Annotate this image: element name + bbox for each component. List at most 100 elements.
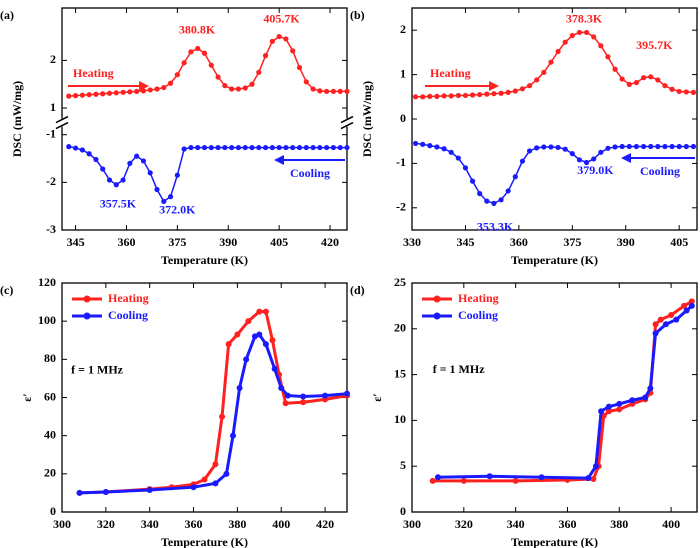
- data-point: [201, 476, 208, 483]
- data-point: [683, 143, 689, 150]
- data-point: [526, 83, 533, 89]
- axis-break-gap: [58, 118, 66, 127]
- data-point: [512, 88, 518, 94]
- x-tick-label: 420: [316, 517, 334, 531]
- data-point: [195, 45, 201, 52]
- data-point: [655, 77, 661, 83]
- panel-label: (a): [0, 8, 14, 22]
- data-point: [434, 93, 440, 99]
- x-tick-label: 300: [53, 517, 71, 531]
- x-tick-label: 320: [455, 517, 473, 531]
- data-point: [441, 93, 447, 99]
- y-tick-label: 60: [44, 389, 56, 403]
- x-tick-label: 420: [321, 235, 339, 249]
- annotation: 372.0K: [159, 203, 196, 217]
- data-point: [222, 144, 228, 151]
- data-point: [79, 147, 85, 153]
- data-point: [469, 178, 476, 184]
- data-point: [455, 155, 461, 161]
- data-point: [212, 461, 219, 468]
- data-point: [120, 89, 126, 95]
- legend-label: Heating: [108, 291, 149, 305]
- legend-label: Cooling: [290, 166, 330, 180]
- y-tick-label: 2: [400, 22, 406, 36]
- data-point: [181, 146, 187, 152]
- data-point: [245, 318, 252, 325]
- y-tick-label: 100: [38, 313, 56, 327]
- y-tick-label: -1: [46, 126, 56, 140]
- data-point: [201, 144, 208, 151]
- data-point: [223, 470, 230, 477]
- data-point: [344, 390, 350, 397]
- data-point: [66, 144, 72, 150]
- data-point: [626, 81, 632, 87]
- x-tick-label: 345: [67, 235, 85, 249]
- data-point: [154, 186, 160, 193]
- data-point: [86, 92, 92, 98]
- data-point: [344, 144, 350, 151]
- data-point: [633, 79, 640, 86]
- legend-marker: [83, 312, 91, 320]
- data-point: [127, 89, 133, 95]
- data-point: [282, 400, 289, 407]
- data-point: [583, 29, 590, 36]
- data-point: [534, 145, 540, 151]
- data-point: [491, 200, 497, 206]
- data-point: [324, 88, 330, 94]
- data-point: [283, 36, 289, 42]
- annotation: 405.7K: [263, 12, 300, 26]
- data-point: [249, 144, 255, 151]
- panel-label: (b): [350, 8, 365, 22]
- data-point: [283, 144, 289, 151]
- data-point: [256, 308, 263, 315]
- data-point: [629, 397, 636, 404]
- data-point: [317, 144, 323, 151]
- data-point: [512, 477, 519, 484]
- data-point: [460, 477, 467, 484]
- data-point: [324, 144, 330, 151]
- data-point: [555, 48, 561, 55]
- legend-marker: [433, 312, 441, 320]
- data-point: [303, 144, 309, 151]
- data-point: [230, 432, 236, 439]
- data-point: [690, 89, 697, 95]
- data-point: [134, 88, 140, 94]
- data-point: [256, 331, 263, 338]
- data-point: [201, 50, 208, 56]
- data-point: [569, 32, 575, 39]
- annotation: 395.7K: [636, 38, 673, 52]
- data-point: [66, 93, 72, 99]
- y-tick-label: 40: [44, 427, 56, 441]
- data-point: [688, 302, 695, 309]
- data-point: [562, 146, 568, 152]
- data-point: [662, 321, 669, 328]
- axis-break-mark: [55, 121, 69, 130]
- y-tick-label: 20: [44, 466, 56, 480]
- data-point: [591, 34, 597, 40]
- data-point: [219, 413, 226, 420]
- data-point: [616, 400, 623, 407]
- axis-break-mark: [340, 121, 354, 130]
- data-point: [167, 194, 174, 200]
- data-point: [140, 158, 147, 164]
- x-axis-label: Temperature (K): [161, 253, 248, 267]
- data-point: [146, 487, 153, 494]
- x-tick-label: 380: [610, 517, 628, 531]
- data-point: [147, 170, 153, 176]
- data-point: [102, 488, 109, 495]
- data-point: [256, 144, 262, 151]
- data-point: [106, 177, 113, 183]
- axis-break-mark: [340, 115, 354, 124]
- data-point: [195, 144, 201, 151]
- data-point: [657, 316, 664, 323]
- data-point: [448, 93, 454, 99]
- data-point: [598, 43, 604, 49]
- x-tick-label: 405: [270, 235, 288, 249]
- data-point: [188, 49, 194, 55]
- data-point: [100, 166, 106, 172]
- data-point: [290, 144, 296, 151]
- x-tick-label: 340: [507, 517, 525, 531]
- data-point: [420, 94, 426, 100]
- data-point: [668, 312, 675, 319]
- legend-arrowhead: [139, 81, 149, 91]
